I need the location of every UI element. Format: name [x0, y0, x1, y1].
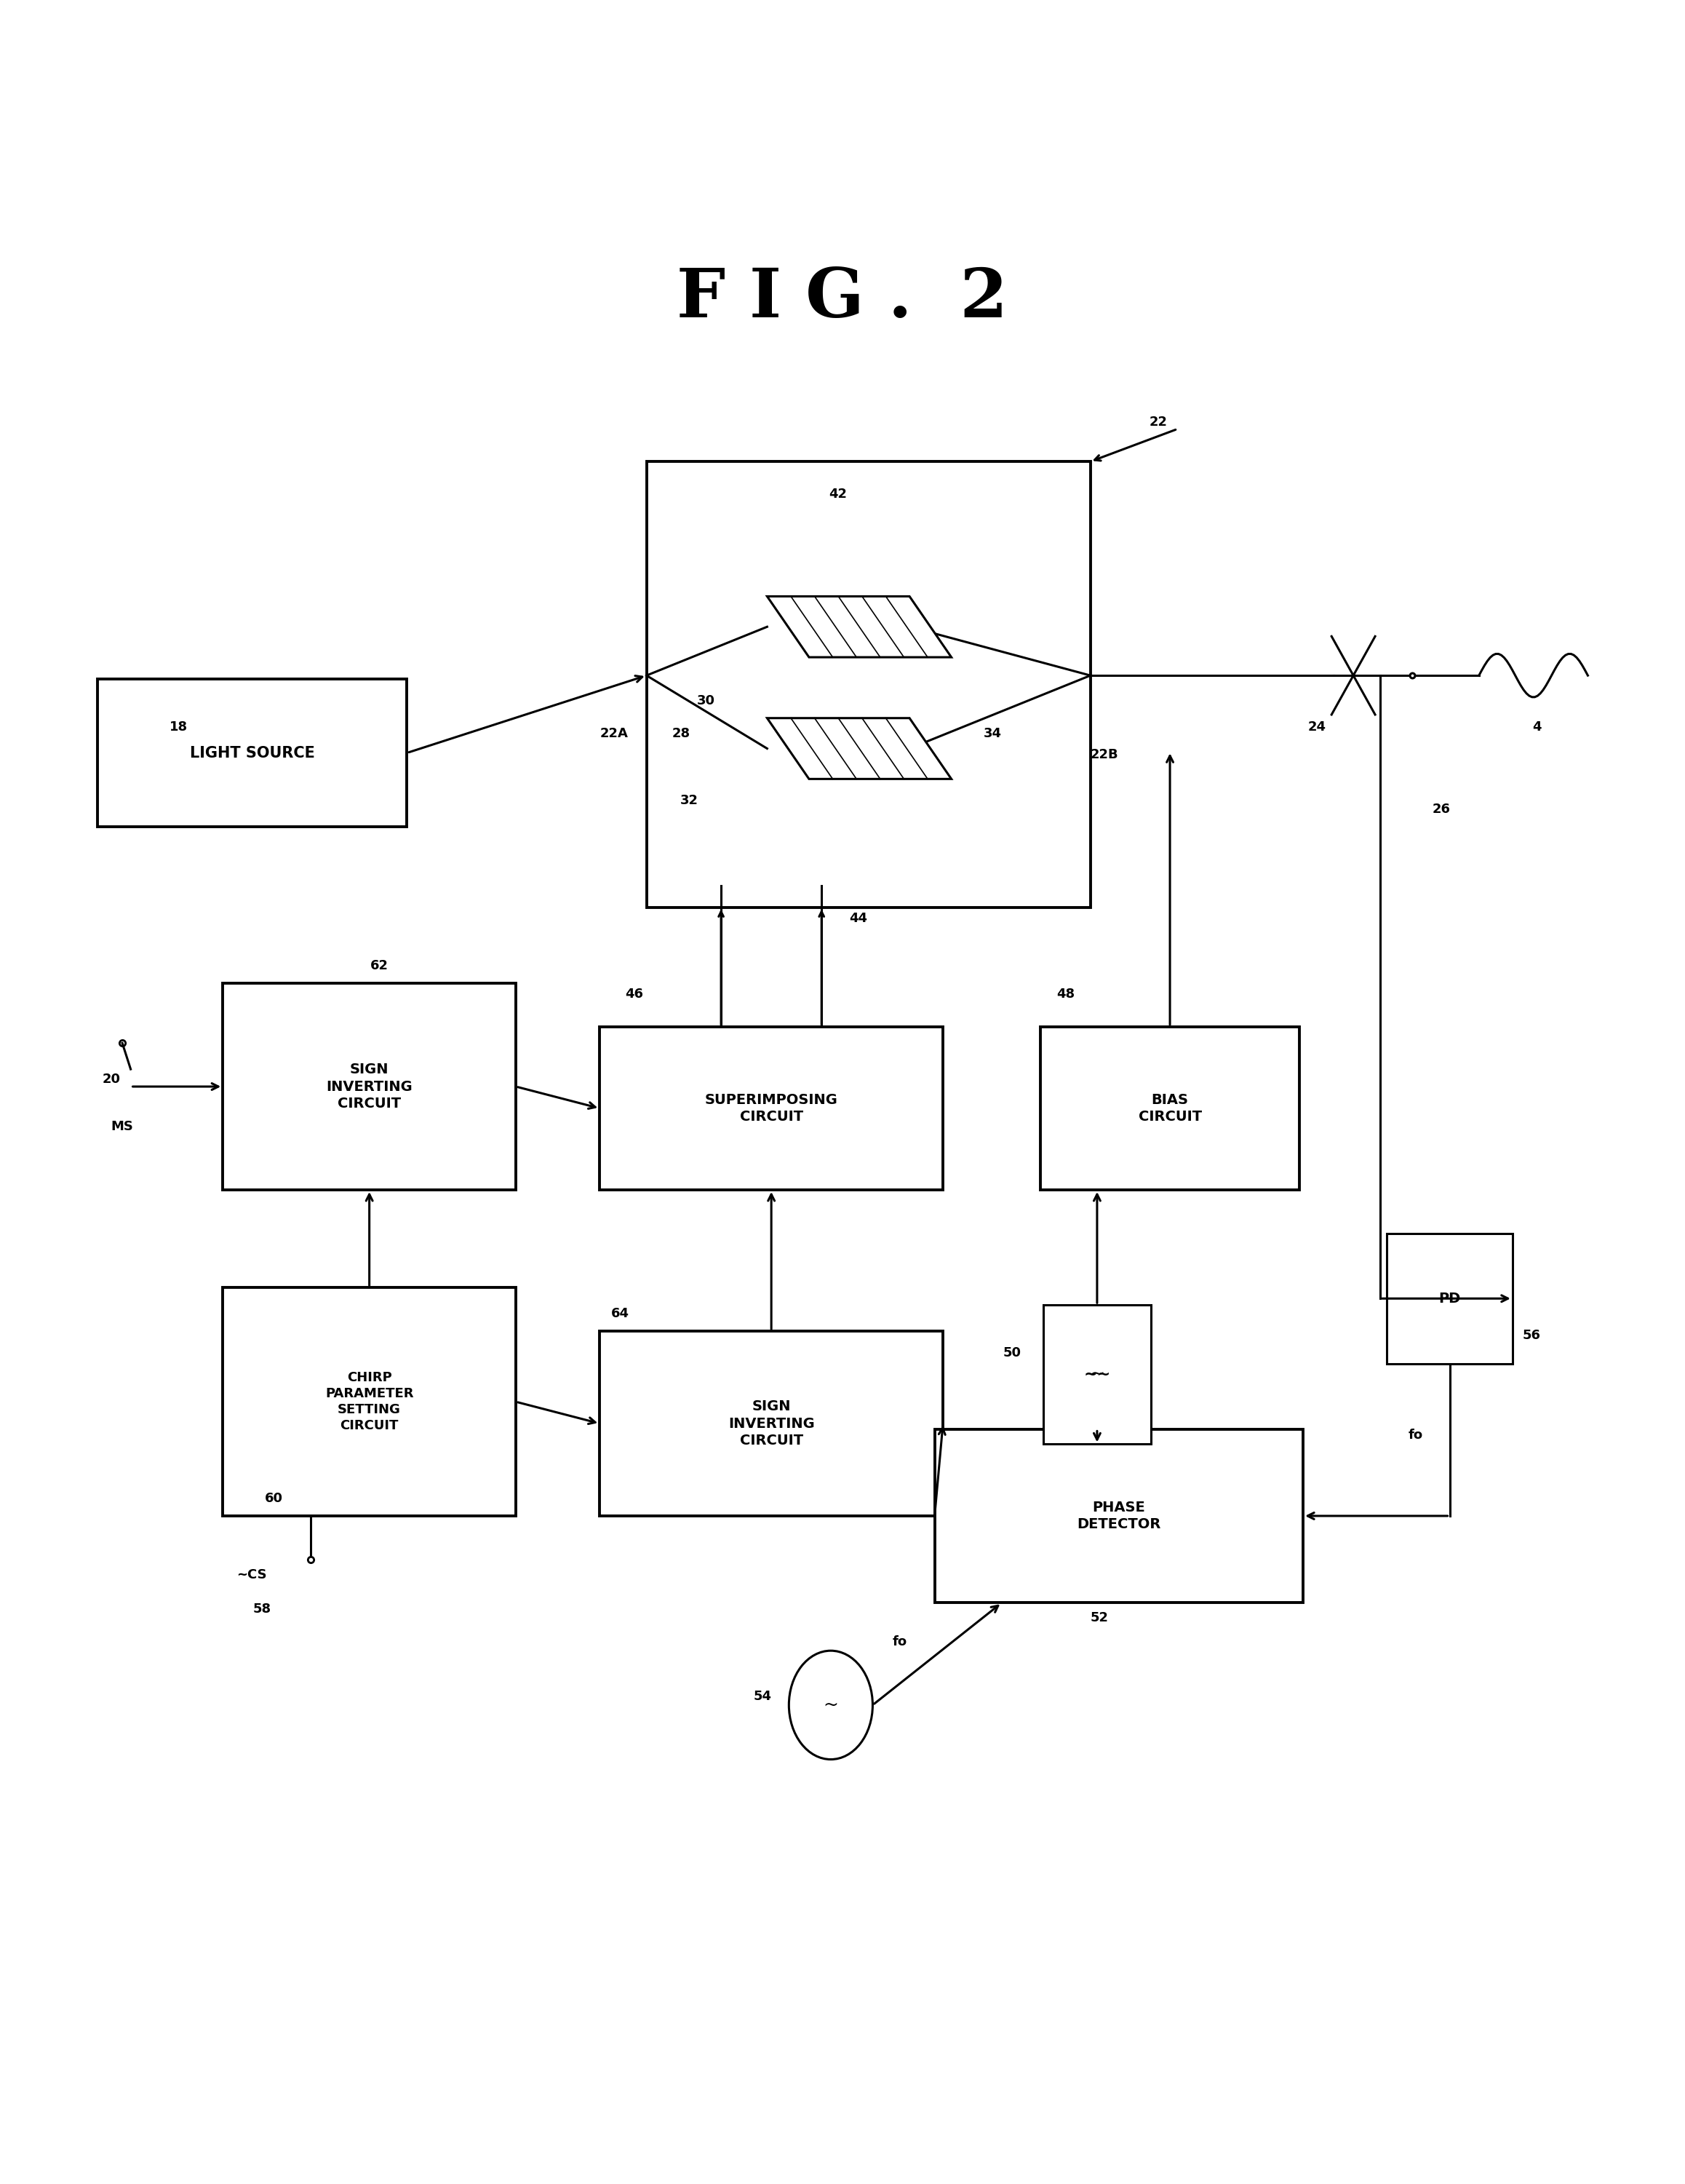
- FancyBboxPatch shape: [222, 983, 516, 1190]
- Text: 32: 32: [681, 795, 698, 808]
- Text: CHIRP
PARAMETER
SETTING
CIRCUIT: CHIRP PARAMETER SETTING CIRCUIT: [325, 1372, 413, 1433]
- Text: ~∼: ~∼: [1083, 1367, 1110, 1382]
- Text: ~CS: ~CS: [236, 1568, 266, 1581]
- Text: ∼: ∼: [1090, 1365, 1105, 1382]
- FancyBboxPatch shape: [1046, 1310, 1147, 1439]
- Text: BIAS
CIRCUIT: BIAS CIRCUIT: [1139, 1092, 1201, 1125]
- Text: SIGN
INVERTING
CIRCUIT: SIGN INVERTING CIRCUIT: [327, 1064, 413, 1112]
- Text: fo: fo: [1409, 1428, 1424, 1441]
- Text: 48: 48: [1056, 987, 1075, 1000]
- Text: 62: 62: [371, 959, 388, 972]
- Text: 50: 50: [1003, 1345, 1021, 1358]
- FancyBboxPatch shape: [600, 1026, 944, 1190]
- Text: MS: MS: [111, 1120, 133, 1133]
- Text: 4: 4: [1533, 721, 1542, 734]
- Text: 56: 56: [1523, 1328, 1540, 1341]
- Text: 46: 46: [625, 987, 644, 1000]
- Text: SIGN
INVERTING
CIRCUIT: SIGN INVERTING CIRCUIT: [728, 1400, 814, 1448]
- FancyBboxPatch shape: [1040, 1026, 1299, 1190]
- Text: 60: 60: [265, 1492, 283, 1505]
- Text: LIGHT SOURCE: LIGHT SOURCE: [190, 745, 315, 760]
- Text: 24: 24: [1308, 721, 1326, 734]
- FancyBboxPatch shape: [222, 1289, 516, 1516]
- Text: 52: 52: [1090, 1612, 1109, 1625]
- Text: PD: PD: [1439, 1291, 1461, 1306]
- FancyBboxPatch shape: [1043, 1306, 1151, 1444]
- Text: 22A: 22A: [600, 727, 629, 740]
- Text: ~: ~: [824, 1697, 839, 1714]
- FancyBboxPatch shape: [935, 1428, 1303, 1603]
- FancyBboxPatch shape: [647, 461, 1090, 906]
- Text: 20: 20: [103, 1072, 120, 1085]
- Text: fo: fo: [893, 1636, 908, 1649]
- Text: PHASE
DETECTOR: PHASE DETECTOR: [1077, 1500, 1161, 1531]
- Polygon shape: [767, 719, 952, 780]
- FancyBboxPatch shape: [98, 679, 408, 828]
- Text: 54: 54: [753, 1690, 772, 1704]
- Text: 22B: 22B: [1090, 749, 1119, 762]
- Text: F I G .  2: F I G . 2: [677, 266, 1008, 332]
- FancyBboxPatch shape: [1387, 1234, 1513, 1363]
- Text: 64: 64: [612, 1308, 630, 1321]
- Text: 34: 34: [982, 727, 1001, 740]
- Text: SUPERIMPOSING
CIRCUIT: SUPERIMPOSING CIRCUIT: [704, 1092, 837, 1125]
- Text: 58: 58: [253, 1603, 271, 1616]
- Text: 42: 42: [829, 487, 848, 500]
- Text: 44: 44: [849, 911, 868, 924]
- Polygon shape: [767, 596, 952, 657]
- Text: 22: 22: [1149, 415, 1168, 428]
- Text: 30: 30: [698, 695, 714, 708]
- Text: 26: 26: [1432, 804, 1451, 817]
- Text: 28: 28: [672, 727, 689, 740]
- FancyBboxPatch shape: [600, 1330, 944, 1516]
- Text: 18: 18: [168, 721, 187, 734]
